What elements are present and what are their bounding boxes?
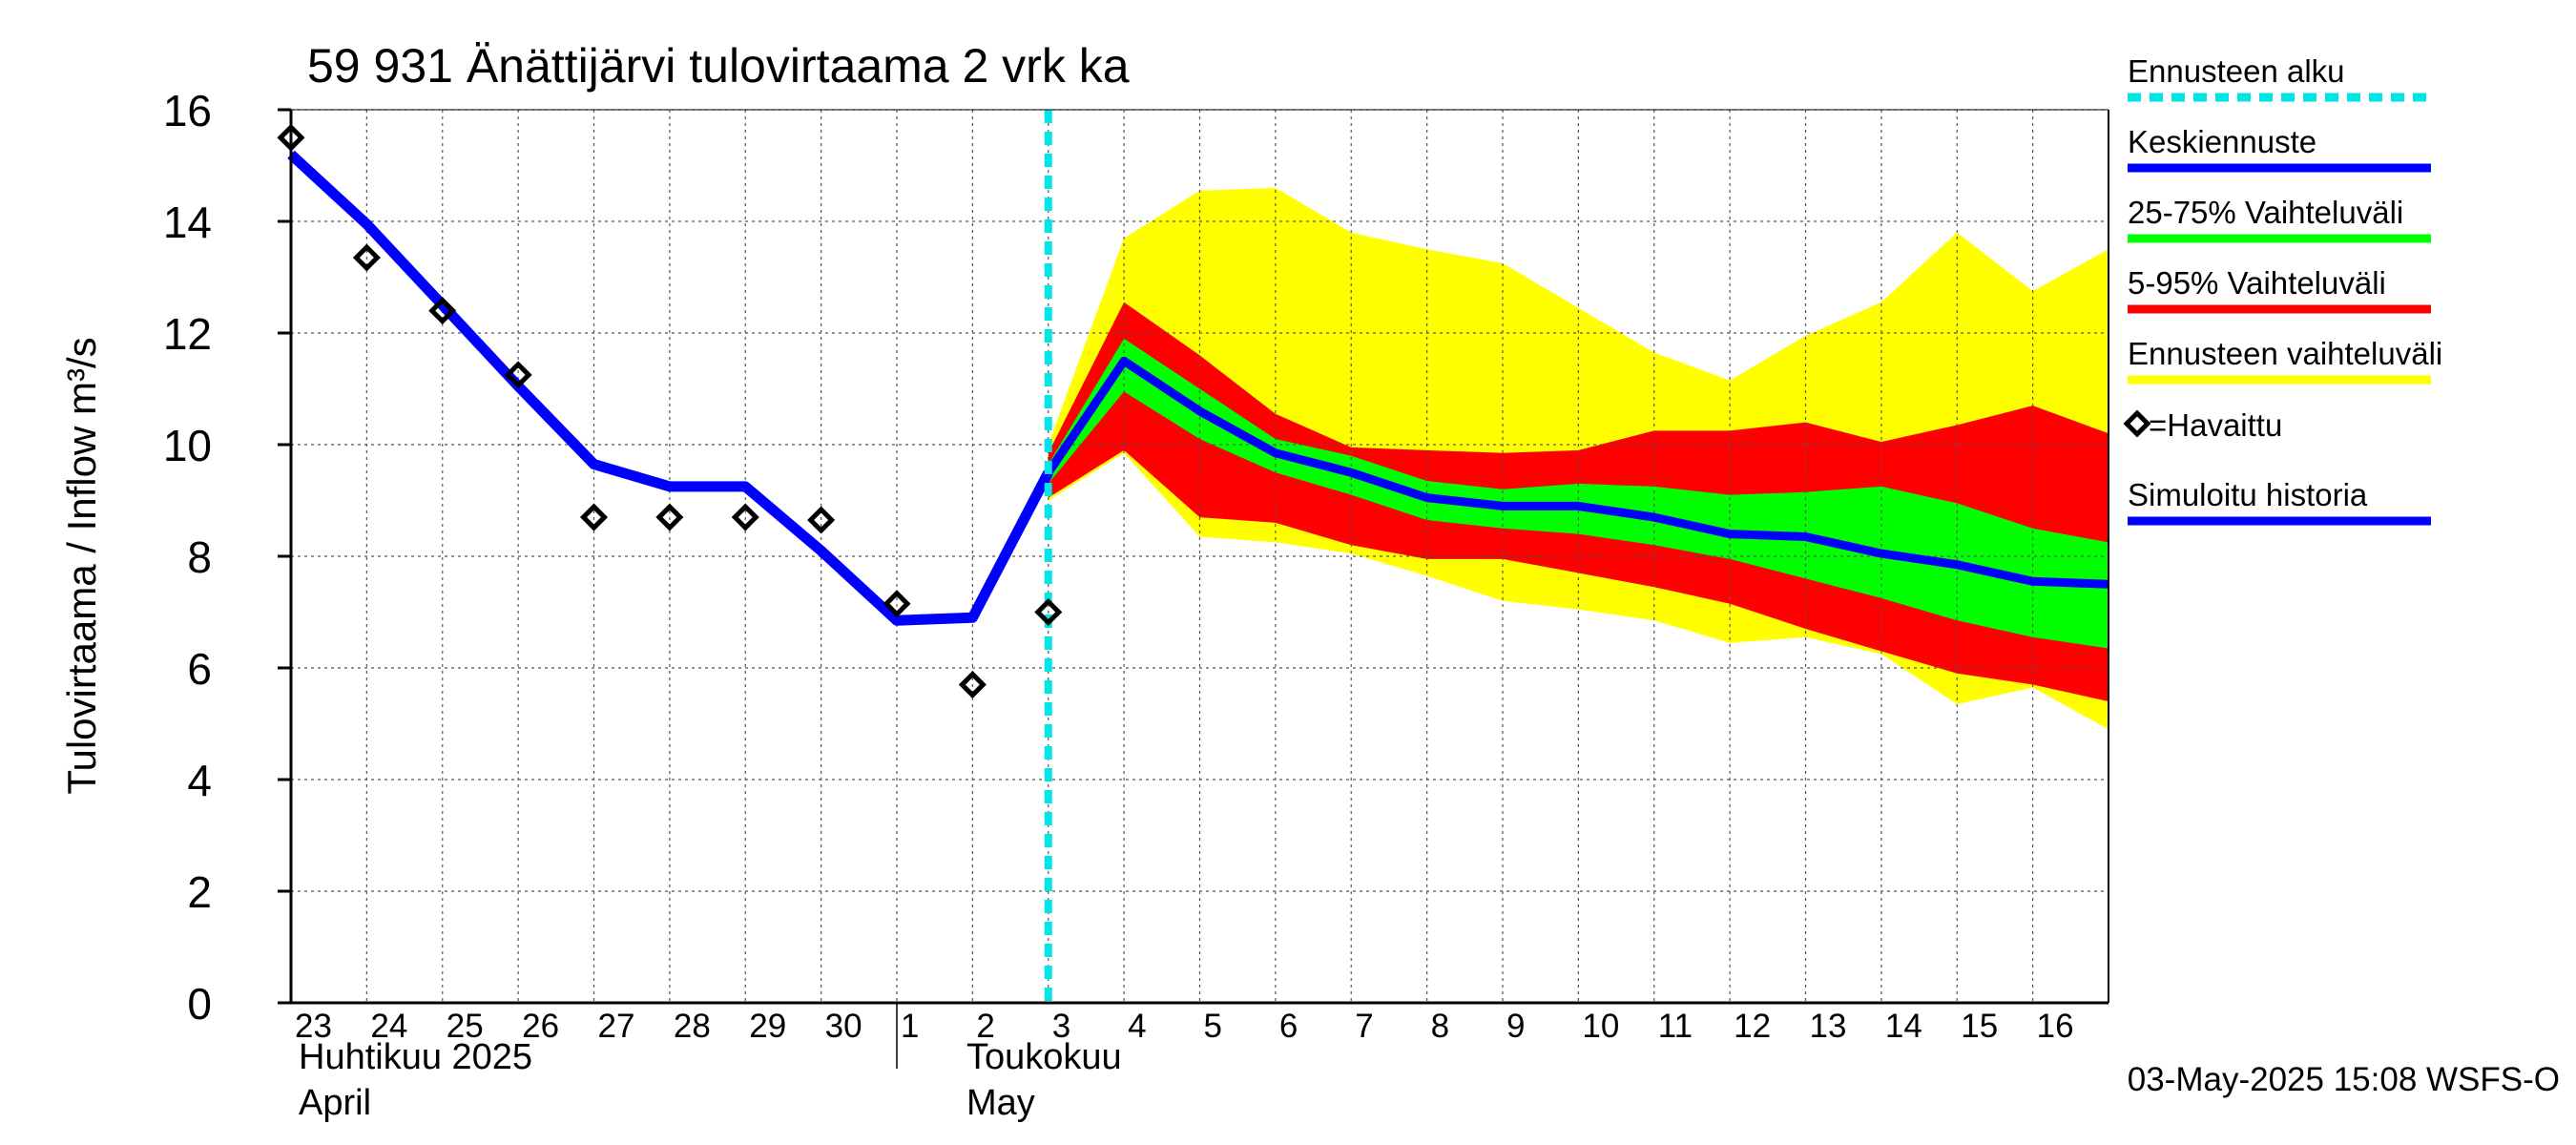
x-tick-label: 30 <box>825 1008 862 1045</box>
simulated-history-line <box>287 150 1053 626</box>
month-label-fi: Huhtikuu 2025 <box>299 1037 532 1077</box>
x-tick-label: 11 <box>1658 1008 1693 1045</box>
x-tick-label: 27 <box>598 1008 635 1045</box>
chart-title: 59 931 Änättijärvi tulovirtaama 2 vrk ka <box>307 39 1130 93</box>
observed-point <box>428 297 457 325</box>
legend-label: Keskiennuste <box>2128 124 2316 159</box>
x-tick-label: 5 <box>1204 1008 1222 1045</box>
x-tick-label: 24 <box>370 1008 407 1045</box>
y-tick-label: 16 <box>163 86 212 135</box>
y-tick-label: 8 <box>187 532 212 582</box>
y-tick-label: 4 <box>187 756 212 805</box>
x-tick-label: 28 <box>674 1008 711 1045</box>
y-tick-label: 0 <box>187 979 212 1029</box>
observed-point <box>1034 597 1063 627</box>
timestamp: 03-May-2025 15:08 WSFS-O <box>2128 1061 2560 1098</box>
month-label-en: April <box>299 1083 371 1123</box>
observed-point <box>352 243 381 272</box>
x-tick-label: 25 <box>447 1008 484 1045</box>
x-tick-label: 10 <box>1582 1008 1619 1045</box>
x-tick-label: 9 <box>1506 1008 1525 1045</box>
observed-point <box>504 361 532 389</box>
x-tick-label: 12 <box>1734 1008 1771 1045</box>
x-tick-label: 6 <box>1279 1008 1298 1045</box>
y-tick-label: 10 <box>163 421 212 470</box>
x-tick-label: 14 <box>1885 1008 1922 1045</box>
month-label-fi: Toukokuu <box>966 1037 1122 1077</box>
median-forecast-line <box>1045 356 2109 589</box>
x-tick-label: 29 <box>749 1008 786 1045</box>
observed-point <box>883 590 911 618</box>
x-tick-label: 7 <box>1355 1008 1373 1045</box>
p25-75-band <box>1048 338 2109 649</box>
series-lines <box>287 110 2109 1003</box>
x-tick-label: 16 <box>2037 1008 2074 1045</box>
y-tick-label: 12 <box>163 309 212 359</box>
observed-point <box>807 506 836 534</box>
legend-label: =Havaittu <box>2149 407 2282 443</box>
y-tick-label: 2 <box>187 867 212 917</box>
x-tick-label: 15 <box>1961 1008 1998 1045</box>
x-tick-label: 1 <box>901 1008 919 1045</box>
x-tick-label: 8 <box>1431 1008 1449 1045</box>
legend: Ennusteen alku Keskiennuste 25-75% Vaihtel… <box>2123 53 2442 526</box>
x-tick-label: 3 <box>1052 1008 1070 1045</box>
legend-label: 25-75% Vaihteluväli <box>2128 195 2403 230</box>
legend-label: Ennusteen vaihteluväli <box>2128 336 2442 371</box>
observed-markers <box>277 123 1063 699</box>
x-tick-label: 4 <box>1128 1008 1146 1045</box>
legend-marker-observed <box>2123 409 2151 438</box>
legend-label: 5-95% Vaihteluväli <box>2128 265 2386 301</box>
x-tick-label: 2 <box>976 1008 994 1045</box>
observed-point <box>655 503 684 531</box>
x-tick-label: 13 <box>1810 1008 1847 1045</box>
legend-label: Simuloitu historia <box>2128 477 2368 512</box>
legend-label: Ennusteen alku <box>2128 53 2345 89</box>
x-tick-label: 23 <box>295 1008 332 1045</box>
observed-point <box>958 671 987 699</box>
month-label-en: May <box>966 1083 1035 1123</box>
y-tick-label: 14 <box>163 198 212 247</box>
y-axis-label: Tulovirtaama / Inflow m³/s <box>59 337 104 794</box>
observed-point <box>579 503 609 531</box>
y-tick-label: 6 <box>187 644 212 694</box>
x-tick-label: 26 <box>522 1008 559 1045</box>
observed-point <box>731 503 759 531</box>
